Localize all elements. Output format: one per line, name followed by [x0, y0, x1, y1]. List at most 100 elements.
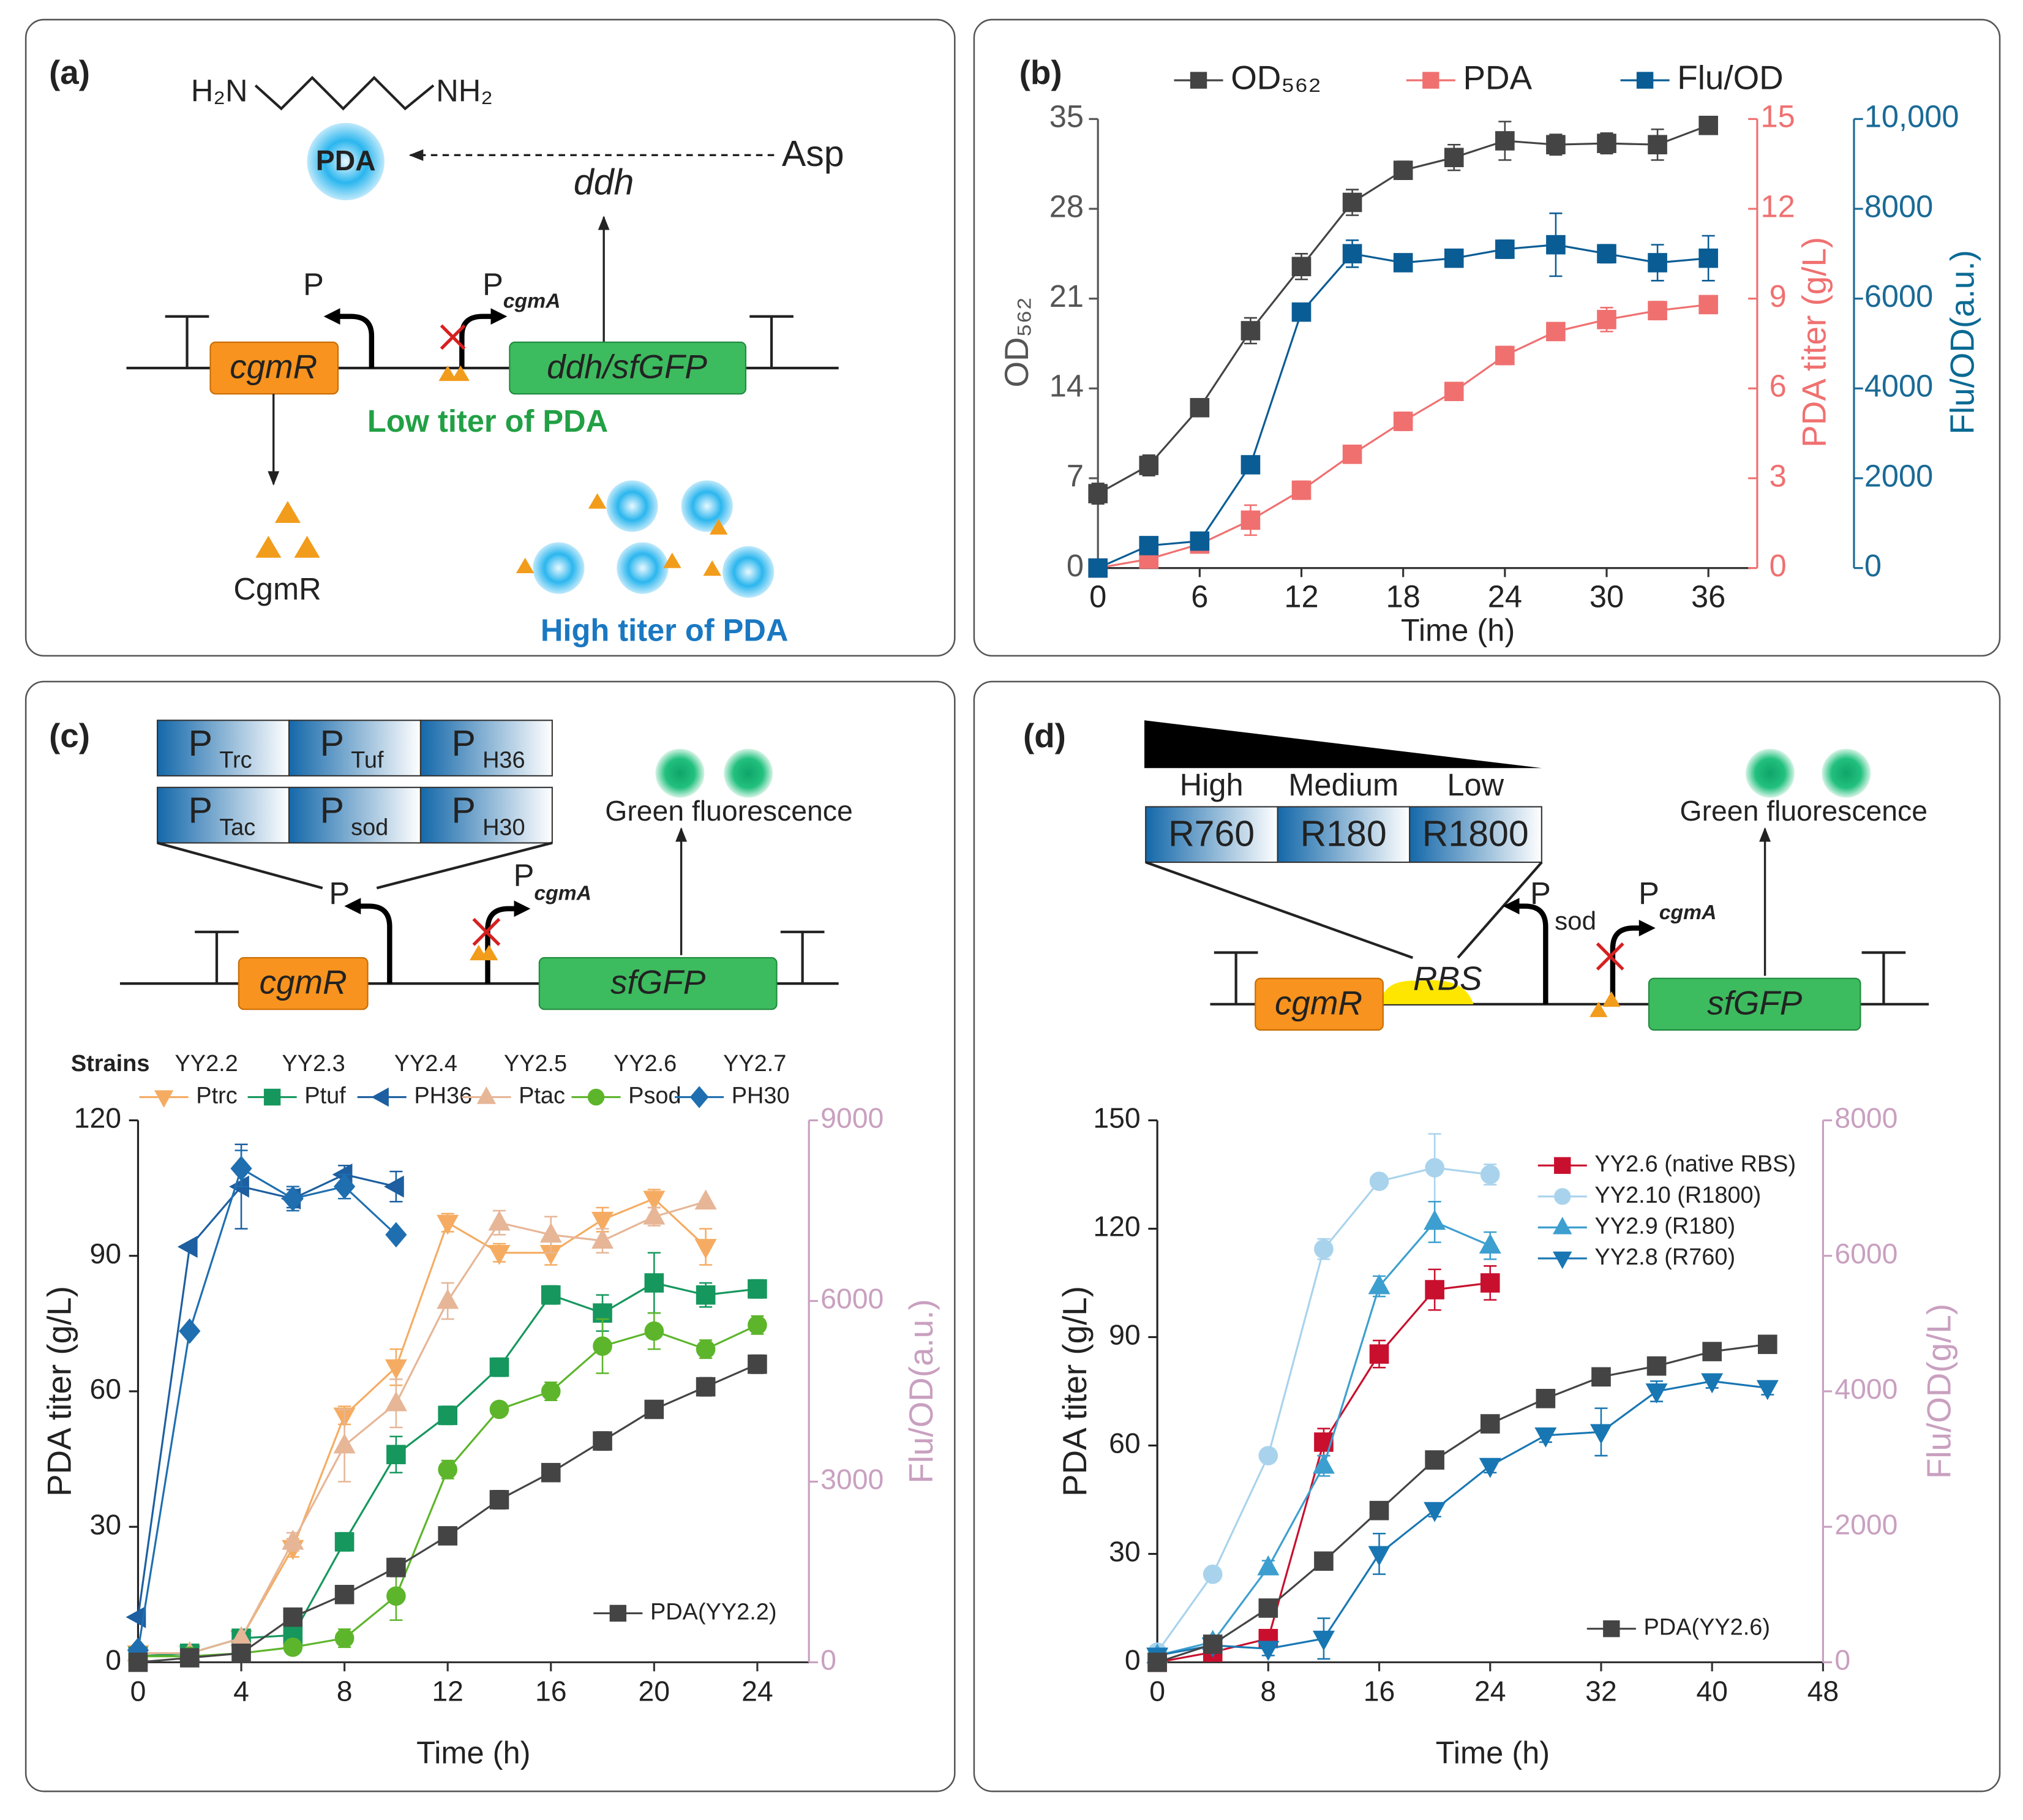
y2-tick-label: 2000	[1834, 1508, 1897, 1540]
amine-right: NH₂	[436, 73, 493, 108]
marker	[1257, 1555, 1280, 1576]
x-tick-label: 40	[1696, 1675, 1728, 1707]
marker	[385, 1359, 407, 1380]
pcgma-sub: cgmA	[503, 289, 561, 312]
legend-label: PH36	[414, 1083, 472, 1109]
rbs-variant: R1800	[1422, 813, 1529, 854]
series-line	[1097, 124, 1709, 495]
marker	[609, 1604, 627, 1622]
substrate: Asp	[782, 133, 844, 174]
marker	[154, 1090, 174, 1108]
legend-label: YY2.8 (R760)	[1594, 1244, 1735, 1270]
marker	[541, 1285, 561, 1305]
marker	[384, 1175, 404, 1198]
marker	[1536, 1388, 1556, 1408]
panel-frame	[973, 680, 2001, 1792]
x-tick-label: 12	[432, 1675, 464, 1707]
reporter-gene	[538, 957, 778, 1010]
marker	[1393, 160, 1413, 180]
marker	[643, 1190, 666, 1211]
panel-label: (d)	[1023, 716, 1066, 754]
marker	[1645, 1383, 1668, 1404]
marker	[541, 1382, 561, 1401]
marker	[1424, 1209, 1446, 1230]
marker	[1479, 1233, 1501, 1254]
marker	[1368, 1546, 1391, 1566]
gene-label: sfGFP	[610, 963, 706, 1001]
marker	[1425, 1158, 1444, 1178]
promoter-box	[288, 786, 421, 844]
marker	[1546, 322, 1566, 342]
marker	[1553, 1251, 1572, 1269]
x-tick-label: 18	[1386, 579, 1421, 614]
x-tick-label: 24	[1474, 1675, 1506, 1707]
panel-a: (a) H₂N NH₂ PDA Asp ddh cgmR P P cgmA dd…	[49, 53, 844, 647]
x-tick-label: 12	[1284, 579, 1318, 614]
promoter-sub: Tuf	[351, 748, 384, 773]
marker	[541, 1462, 561, 1483]
marker	[1636, 72, 1654, 89]
marker	[1698, 115, 1718, 135]
panel-label: (c)	[49, 716, 90, 754]
strain-label: YY2.4	[394, 1051, 457, 1077]
marker	[386, 1557, 406, 1577]
marker	[386, 1445, 406, 1465]
marker	[696, 1377, 716, 1397]
output-label: Green fluorescence	[1680, 795, 1927, 827]
y-tick-label: 60	[1109, 1427, 1141, 1459]
y-tick-label: 90	[90, 1238, 122, 1269]
marker	[1088, 484, 1108, 503]
panel-frame	[24, 18, 956, 657]
y2-tick-label: 9	[1770, 279, 1787, 314]
marker	[488, 1210, 511, 1231]
strains-title: Strains	[71, 1051, 150, 1077]
marker	[689, 1086, 709, 1108]
x-axis-title: Time (h)	[416, 1735, 530, 1770]
marker	[1368, 1274, 1391, 1295]
y2-axis-title: PDA titer (g/L)	[1795, 237, 1833, 448]
marker	[1258, 1598, 1278, 1618]
marker	[1554, 1157, 1571, 1174]
series-line	[1157, 1380, 1768, 1656]
marker	[1369, 1500, 1389, 1521]
marker	[1203, 1564, 1223, 1584]
marker	[282, 1529, 304, 1550]
marker	[334, 1173, 356, 1200]
marker	[1291, 302, 1312, 322]
cgmR-protein	[255, 501, 320, 558]
strength-label: Low	[1447, 767, 1504, 802]
marker	[1190, 72, 1207, 89]
marker	[748, 1279, 767, 1299]
x-tick-label: 36	[1691, 579, 1725, 614]
promoter-arrow	[459, 308, 508, 368]
y-axis-title: PDA titer (g/L)	[1056, 1286, 1094, 1497]
pda-cloud	[516, 480, 775, 598]
repression-x	[1596, 942, 1624, 971]
gene-label: cgmR	[230, 348, 317, 386]
y3-tick-label: 0	[1864, 548, 1882, 583]
y3-tick-label: 2000	[1864, 458, 1933, 493]
y3-tick-label: 6000	[1864, 279, 1933, 314]
y2-tick-label: 15	[1761, 99, 1795, 134]
low-titer: Low titer of PDA	[367, 404, 608, 438]
series-line	[138, 1197, 707, 1655]
promoter-main: P	[189, 791, 212, 831]
marker	[334, 1628, 355, 1648]
x-tick-label: 8	[1260, 1675, 1276, 1707]
psod-main: P	[1530, 876, 1551, 911]
legend-label: PDA	[1463, 59, 1533, 97]
y2-tick-label: 0	[1834, 1644, 1850, 1676]
marker	[1291, 257, 1312, 277]
marker	[1139, 536, 1159, 555]
y3-axis-title: Flu/OD(a.u.)	[1943, 250, 1981, 434]
promoter-arrow	[344, 898, 392, 984]
y-tick-label: 30	[90, 1508, 122, 1540]
strain-label: YY2.6	[614, 1051, 677, 1077]
legend-label: PDA(YY2.2)	[650, 1599, 776, 1625]
x-tick-label: 32	[1585, 1675, 1617, 1707]
marker	[128, 1652, 148, 1672]
marker	[1240, 510, 1261, 530]
marker	[385, 1391, 407, 1412]
marker	[1495, 345, 1515, 366]
y2-axis-title: Flu/OD(a.u.)	[902, 1299, 940, 1483]
